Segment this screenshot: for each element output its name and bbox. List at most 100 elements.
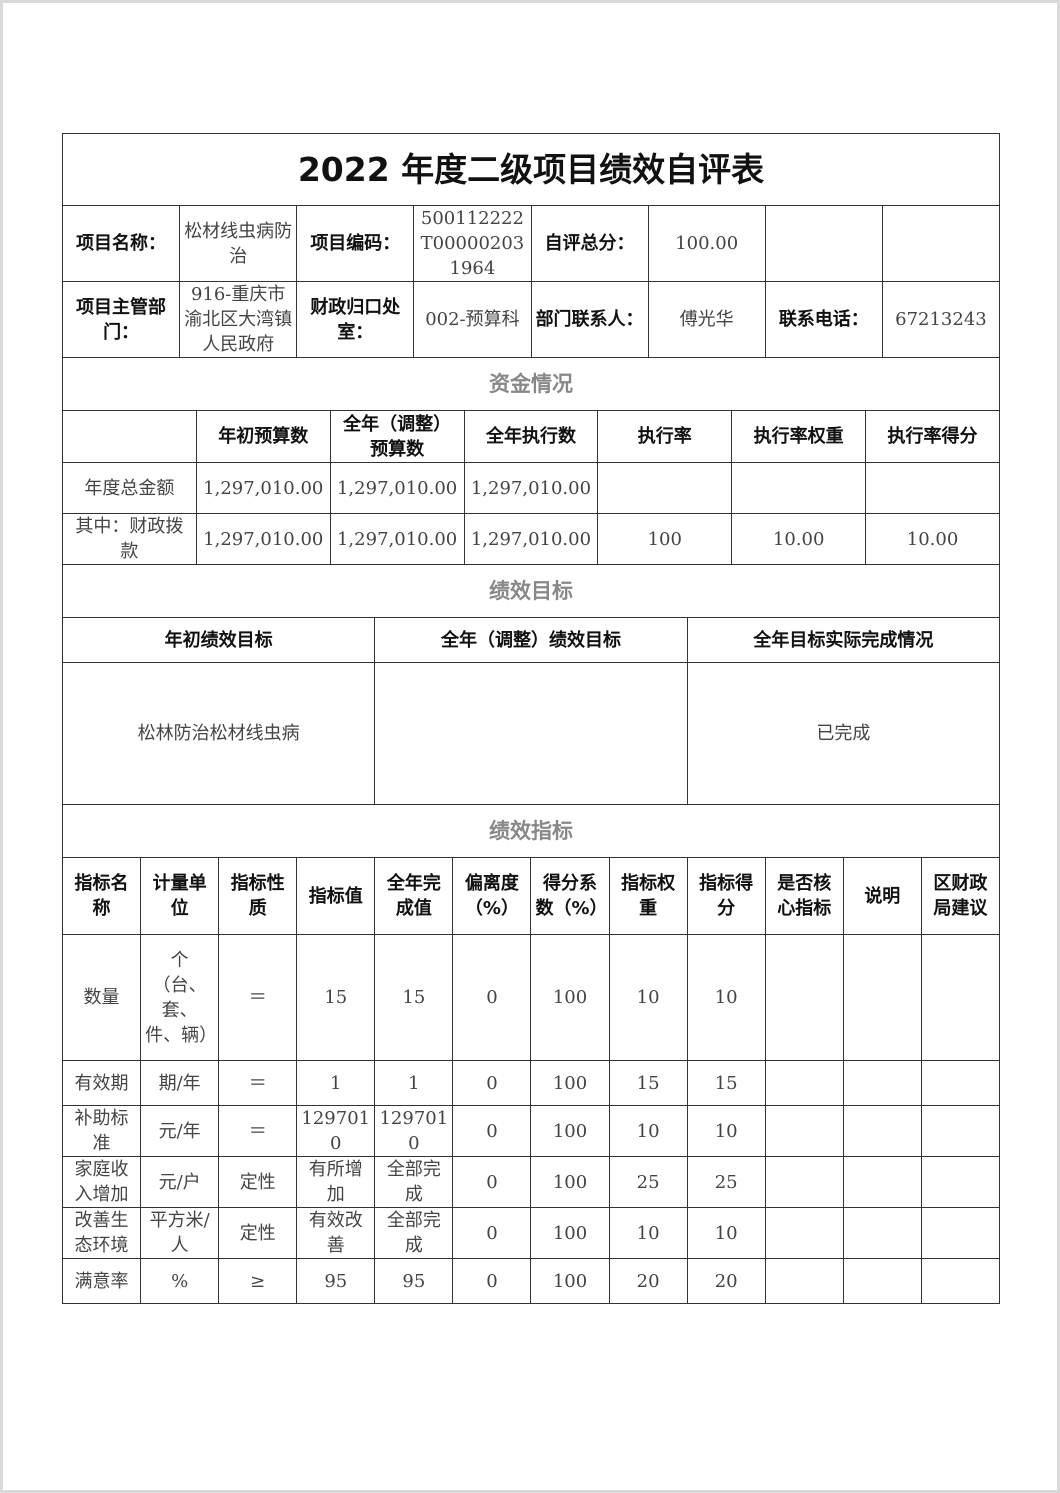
table-cell: 10 xyxy=(608,1105,688,1157)
table-cell: 100 xyxy=(530,1156,610,1208)
column-header: 指标性质 xyxy=(218,857,298,935)
table-cell: 0 xyxy=(452,1258,532,1304)
table-cell: 100 xyxy=(530,1207,610,1259)
table-cell: 补助标准 xyxy=(61,1105,142,1157)
section-title-goals: 绩效目标 xyxy=(62,564,1000,618)
table-cell: 25 xyxy=(686,1156,766,1208)
project-info-table: 项目名称： 松材线虫病防治 项目编码： 500112222T000002031964 自… xyxy=(61,205,1001,358)
table-cell: 有效期 xyxy=(61,1060,142,1106)
table-cell: 100 xyxy=(530,1060,610,1106)
table-row: 松林防治松材线虫病 已完成 xyxy=(61,662,1001,805)
table-cell: 1 xyxy=(296,1060,376,1106)
table-cell xyxy=(920,934,1001,1061)
table-cell xyxy=(842,1207,922,1259)
table-cell: ＝ xyxy=(218,1060,298,1106)
field-label: 项目主管部门： xyxy=(61,281,181,358)
column-header: 偏离度（%） xyxy=(452,857,532,935)
info-row: 项目名称： 松材线虫病防治 项目编码： 500112222T000002031964 自… xyxy=(61,205,1001,282)
table-cell: ＝ xyxy=(218,934,298,1061)
table-cell: 1,297,010.00 xyxy=(329,462,465,514)
table-cell: 100 xyxy=(530,934,610,1061)
header-row: 年初预算数 全年（调整）预算数 全年执行数 执行率 执行率权重 执行率得分 xyxy=(62,410,1000,463)
field-label: 项目名称： xyxy=(61,205,181,282)
table-cell: 满意率 xyxy=(61,1258,142,1304)
table-cell xyxy=(764,1207,844,1259)
table-cell: 定性 xyxy=(218,1207,298,1259)
table-cell: 1,297,010.00 xyxy=(195,462,331,514)
table-cell: 有所增加 xyxy=(296,1156,376,1208)
table-cell: 1297010 xyxy=(296,1105,376,1157)
table-cell: ≥ xyxy=(218,1258,298,1304)
table-cell xyxy=(764,1156,844,1208)
table-row: 年度总金额 1,297,010.00 1,297,010.00 1,297,010.0… xyxy=(62,462,1000,514)
goals-table: 绩效目标 年初绩效目标 全年（调整）绩效目标 全年目标实际完成情况 松林防治松材线虫病 已… xyxy=(61,564,1001,805)
table-cell: 0 xyxy=(452,1156,532,1208)
table-cell: 100 xyxy=(530,1258,610,1304)
table-row: 补助标准 元/年＝ 1297010 1297010 0 100 10 10 xyxy=(61,1105,1001,1157)
table-cell: 年度总金额 xyxy=(62,462,197,514)
field-label: 部门联系人： xyxy=(530,281,649,358)
column-header xyxy=(62,410,197,463)
column-header: 得分系数（%） xyxy=(530,857,610,935)
field-value xyxy=(764,205,883,282)
field-value: 100.00 xyxy=(647,205,766,282)
table-cell: 其中：财政拨款 xyxy=(62,513,197,565)
table-cell: 10 xyxy=(608,934,688,1061)
table-cell: 改善生态环境 xyxy=(61,1207,142,1259)
table-row: 其中：财政拨款 1,297,010.00 1,297,010.00 1,297,010… xyxy=(62,513,1000,565)
table-cell xyxy=(842,1258,922,1304)
table-cell: 平方米/人 xyxy=(140,1207,220,1259)
table-cell xyxy=(842,934,922,1061)
section-header-row: 绩效指标 xyxy=(62,804,1000,858)
table-cell: 全部完成 xyxy=(374,1207,454,1259)
table-cell: 1,297,010.00 xyxy=(463,462,599,514)
document-page: 2022 年度二级项目绩效自评表 项目名称： 松材线虫病防治 项目编码： 500112… xyxy=(3,3,1057,1490)
table-cell: 全部完成 xyxy=(374,1156,454,1208)
column-header: 全年完成值 xyxy=(374,857,454,935)
table-cell xyxy=(764,1258,844,1304)
table-cell: 15 xyxy=(374,934,454,1061)
table-cell: 15 xyxy=(296,934,376,1061)
section-header-row: 资金情况 xyxy=(62,357,1000,411)
table-cell xyxy=(842,1060,922,1106)
table-row: 满意率% ≥95 95 0 100 20 20 xyxy=(61,1258,1001,1304)
page-title: 2022 年度二级项目绩效自评表 xyxy=(62,133,1000,206)
field-value: 67213243 xyxy=(881,281,1001,358)
table-row: 家庭收入增加 元/户 定性 有所增加 全部完成 0 100 25 25 xyxy=(61,1156,1001,1208)
field-value: 傅光华 xyxy=(647,281,766,358)
table-cell: 1297010 xyxy=(374,1105,454,1157)
table-cell: 期/年 xyxy=(140,1060,220,1106)
table-row: 改善生态环境 平方米/人 定性 有效改善 全部完成 0 100 10 10 xyxy=(61,1207,1001,1259)
table-cell xyxy=(842,1105,922,1157)
column-header: 执行率得分 xyxy=(865,410,1000,463)
table-cell: 10.00 xyxy=(731,513,867,565)
header-row: 年初绩效目标 全年（调整）绩效目标 全年目标实际完成情况 xyxy=(61,617,1001,663)
table-cell: 20 xyxy=(608,1258,688,1304)
table-cell xyxy=(764,1060,844,1106)
column-header: 指标名称 xyxy=(61,857,142,935)
table-cell: 个（台、套、件、辆） xyxy=(140,934,220,1061)
table-cell xyxy=(920,1105,1001,1157)
field-label: 项目编码： xyxy=(296,205,415,282)
table-cell xyxy=(731,462,867,514)
funds-table: 资金情况 年初预算数 全年（调整）预算数 全年执行数 执行率 执行率权重 执行率得分 年度总金… xyxy=(62,357,1000,565)
column-header: 指标权重 xyxy=(608,857,688,935)
column-header: 指标值 xyxy=(296,857,376,935)
table-cell xyxy=(842,1156,922,1208)
table-cell xyxy=(764,934,844,1061)
table-cell xyxy=(764,1105,844,1157)
field-value: 916-重庆市渝北区大湾镇人民政府 xyxy=(179,281,298,358)
field-value: 500112222T000002031964 xyxy=(413,205,532,282)
table-row: 有效期 期/年＝ 1 1 0 100 15 15 xyxy=(61,1060,1001,1106)
column-header: 全年执行数 xyxy=(463,410,599,463)
section-title-funds: 资金情况 xyxy=(62,357,1000,411)
title-table: 2022 年度二级项目绩效自评表 xyxy=(62,133,1000,206)
table-cell: 100 xyxy=(530,1105,610,1157)
goal-cell: 松林防治松材线虫病 xyxy=(61,662,376,805)
goal-cell: 已完成 xyxy=(686,662,1001,805)
table-cell: 0 xyxy=(452,1207,532,1259)
column-header: 计量单位 xyxy=(140,857,220,935)
table-cell: 10 xyxy=(686,934,766,1061)
table-cell: 10 xyxy=(608,1207,688,1259)
column-header: 年初绩效目标 xyxy=(61,617,376,663)
